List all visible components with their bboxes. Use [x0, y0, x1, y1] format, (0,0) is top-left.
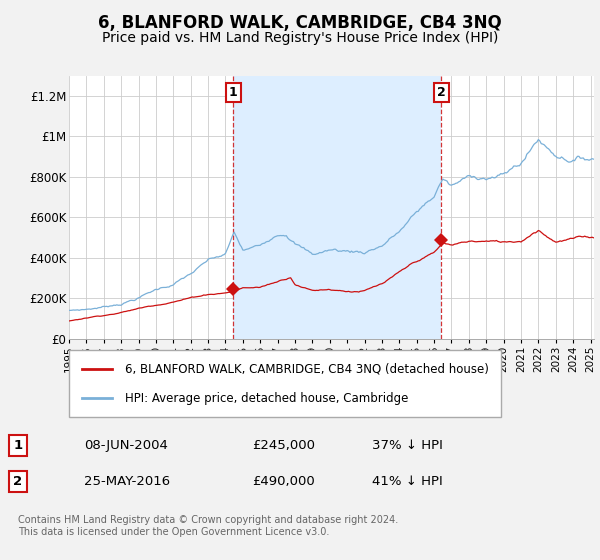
- Text: 08-JUN-2004: 08-JUN-2004: [84, 438, 168, 452]
- Text: 2: 2: [437, 86, 445, 99]
- Text: 1: 1: [13, 438, 23, 452]
- FancyBboxPatch shape: [69, 350, 501, 417]
- Text: 6, BLANFORD WALK, CAMBRIDGE, CB4 3NQ: 6, BLANFORD WALK, CAMBRIDGE, CB4 3NQ: [98, 14, 502, 32]
- Text: 37% ↓ HPI: 37% ↓ HPI: [372, 438, 443, 452]
- Text: HPI: Average price, detached house, Cambridge: HPI: Average price, detached house, Camb…: [125, 392, 409, 405]
- Text: 1: 1: [229, 86, 238, 99]
- Text: £245,000: £245,000: [252, 438, 315, 452]
- Text: 41% ↓ HPI: 41% ↓ HPI: [372, 475, 443, 488]
- Text: Price paid vs. HM Land Registry's House Price Index (HPI): Price paid vs. HM Land Registry's House …: [102, 31, 498, 45]
- Text: 25-MAY-2016: 25-MAY-2016: [84, 475, 170, 488]
- Text: 6, BLANFORD WALK, CAMBRIDGE, CB4 3NQ (detached house): 6, BLANFORD WALK, CAMBRIDGE, CB4 3NQ (de…: [125, 362, 489, 375]
- Text: 2: 2: [13, 475, 23, 488]
- Bar: [233, 76, 441, 339]
- Text: £490,000: £490,000: [252, 475, 315, 488]
- Text: Contains HM Land Registry data © Crown copyright and database right 2024.
This d: Contains HM Land Registry data © Crown c…: [18, 515, 398, 537]
